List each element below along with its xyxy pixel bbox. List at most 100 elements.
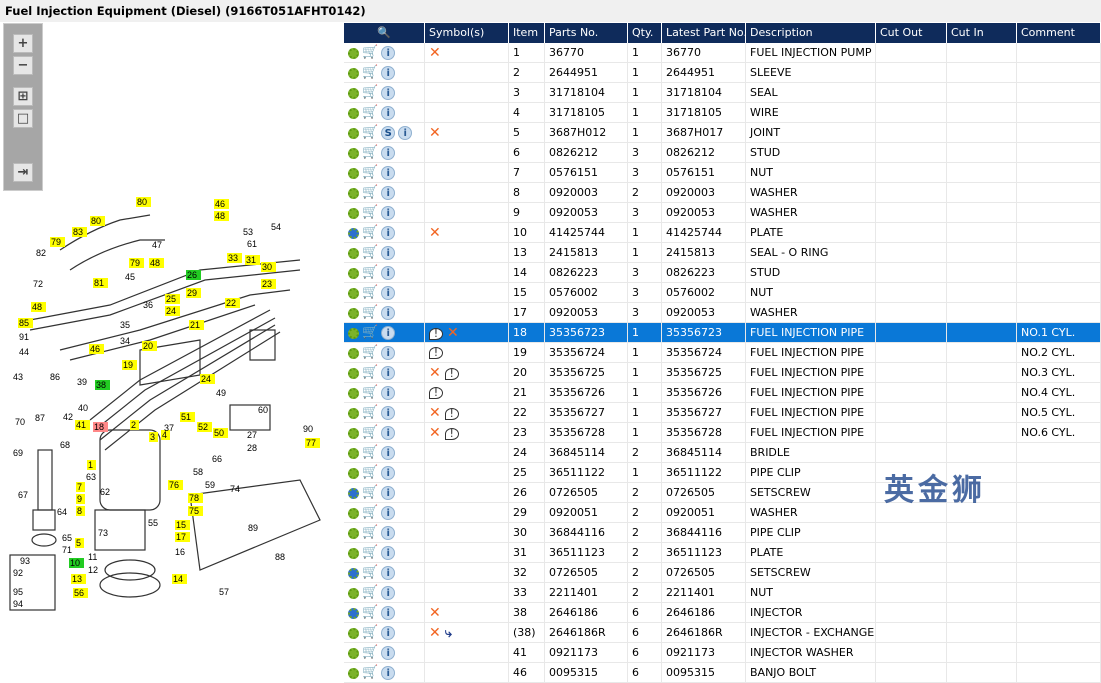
table-row[interactable]: 🛒 i 32 0726505 2 0726505 SETSCREW <box>344 563 1101 583</box>
callout-21[interactable]: 21 <box>189 320 204 330</box>
gear-icon[interactable] <box>348 287 359 299</box>
cart-icon[interactable]: 🛒 <box>362 385 379 400</box>
callout-63[interactable]: 63 <box>86 472 96 482</box>
table-row[interactable]: 🛒 i! 19 35356724 1 35356724 FUEL INJECTION… <box>344 343 1101 363</box>
gear-icon[interactable] <box>348 387 359 399</box>
callout-16[interactable]: 16 <box>175 547 185 557</box>
info-icon[interactable]: i <box>381 486 396 500</box>
table-row[interactable]: 🛒 i 31 36511123 2 36511123 PLATE <box>344 543 1101 563</box>
callout-46[interactable]: 46 <box>214 199 229 209</box>
assembly-gear-icon[interactable] <box>348 487 359 499</box>
callout-75[interactable]: 75 <box>188 506 203 516</box>
column-header-cut-in[interactable]: Cut In <box>947 23 1017 43</box>
table-row[interactable]: 🛒 i 8 0920003 2 0920003 WASHER <box>344 183 1101 203</box>
cart-icon[interactable]: 🛒 <box>362 545 379 560</box>
callout-80[interactable]: 80 <box>136 197 151 207</box>
callout-8[interactable]: 8 <box>76 506 85 516</box>
cart-icon[interactable]: 🛒 <box>362 45 379 60</box>
info-icon[interactable]: i <box>381 306 396 320</box>
note-icon[interactable]: ! <box>429 347 443 359</box>
cart-icon[interactable]: 🛒 <box>362 425 379 440</box>
info-icon[interactable]: i <box>381 206 396 220</box>
info-icon[interactable]: i <box>398 126 413 140</box>
callout-70[interactable]: 70 <box>15 417 25 427</box>
callout-48[interactable]: 48 <box>31 302 46 312</box>
callout-40[interactable]: 40 <box>78 403 88 413</box>
callout-2[interactable]: 2 <box>130 420 139 430</box>
gear-icon[interactable] <box>348 647 359 659</box>
gear-icon[interactable] <box>348 87 359 99</box>
gear-icon[interactable] <box>348 267 359 279</box>
export-button[interactable]: ⇥ <box>13 163 33 182</box>
callout-65[interactable]: 65 <box>62 533 72 543</box>
callout-33[interactable]: 33 <box>227 253 242 263</box>
gear-icon[interactable] <box>348 147 359 159</box>
callout-49[interactable]: 49 <box>216 388 226 398</box>
callout-89[interactable]: 89 <box>248 523 258 533</box>
table-row[interactable]: 🛒 i 30 36844116 2 36844116 PIPE CLIP <box>344 523 1101 543</box>
callout-80[interactable]: 80 <box>90 216 105 226</box>
info-icon[interactable]: i <box>381 606 396 620</box>
info-icon[interactable]: i <box>381 246 396 260</box>
actual-size-button[interactable]: □ <box>13 109 33 128</box>
callout-44[interactable]: 44 <box>19 347 29 357</box>
callout-57[interactable]: 57 <box>219 587 229 597</box>
assembly-gear-icon[interactable] <box>348 227 359 239</box>
callout-34[interactable]: 34 <box>120 336 130 346</box>
callout-77[interactable]: 77 <box>305 438 320 448</box>
table-row[interactable]: 🛒 i! 21 35356726 1 35356726 FUEL INJECTION… <box>344 383 1101 403</box>
callout-95[interactable]: 95 <box>13 587 23 597</box>
callout-73[interactable]: 73 <box>98 528 108 538</box>
info-icon[interactable]: i <box>381 86 396 100</box>
callout-78[interactable]: 78 <box>188 493 203 503</box>
table-row[interactable]: 🛒 i ✕ 10 41425744 1 41425744 PLATE <box>344 223 1101 243</box>
info-icon[interactable]: i <box>381 546 396 560</box>
cart-icon[interactable]: 🛒 <box>362 585 379 600</box>
info-icon[interactable]: i <box>381 426 396 440</box>
callout-42[interactable]: 42 <box>63 412 73 422</box>
table-row[interactable]: 🛒 i 41 0921173 6 0921173 INJECTOR WASHER <box>344 643 1101 663</box>
callout-92[interactable]: 92 <box>13 568 23 578</box>
note-icon[interactable]: ! <box>444 368 459 380</box>
info-icon[interactable]: i <box>381 586 396 600</box>
callout-14[interactable]: 14 <box>172 574 187 584</box>
note-icon[interactable]: ! <box>429 328 443 340</box>
gear-icon[interactable] <box>348 247 359 259</box>
callout-30[interactable]: 30 <box>261 262 276 272</box>
cart-icon[interactable]: 🛒 <box>362 185 379 200</box>
table-row[interactable]: 🛒 i 4 31718105 1 31718105 WIRE <box>344 103 1101 123</box>
callout-28[interactable]: 28 <box>247 443 257 453</box>
table-row[interactable]: 🛒 i 3 31718104 1 31718104 SEAL <box>344 83 1101 103</box>
assembly-gear-icon[interactable] <box>348 607 359 619</box>
column-header-cut-out[interactable]: Cut Out <box>876 23 947 43</box>
info-icon[interactable]: i <box>381 186 396 200</box>
callout-36[interactable]: 36 <box>143 300 153 310</box>
callout-47[interactable]: 47 <box>152 240 162 250</box>
table-row[interactable]: 🛒 i 24 36845114 2 36845114 BRIDLE <box>344 443 1101 463</box>
table-row[interactable]: 🛒 i 17 0920053 3 0920053 WASHER <box>344 303 1101 323</box>
gear-icon[interactable] <box>348 187 359 199</box>
table-row[interactable]: 🛒 i 2 2644951 1 2644951 SLEEVE <box>344 63 1101 83</box>
callout-71[interactable]: 71 <box>62 545 72 555</box>
callout-25[interactable]: 25 <box>165 294 180 304</box>
callout-66[interactable]: 66 <box>212 454 222 464</box>
table-row[interactable]: 🛒 i! ✕ 18 35356723 1 35356723 FUEL INJECTIO… <box>344 323 1101 343</box>
callout-69[interactable]: 69 <box>13 448 23 458</box>
gear-icon[interactable] <box>348 547 359 559</box>
callout-9[interactable]: 9 <box>76 494 85 504</box>
cart-icon[interactable]: 🛒 <box>362 625 379 640</box>
cart-icon[interactable]: 🛒 <box>362 325 379 340</box>
gear-icon[interactable] <box>348 427 359 439</box>
info-icon[interactable]: i <box>381 286 396 300</box>
callout-91[interactable]: 91 <box>19 332 29 342</box>
cart-icon[interactable]: 🛒 <box>362 125 379 140</box>
info-icon[interactable]: i <box>381 626 396 640</box>
callout-53[interactable]: 53 <box>243 227 253 237</box>
callout-18[interactable]: 18 <box>93 422 108 432</box>
cart-icon[interactable]: 🛒 <box>362 565 379 580</box>
table-row[interactable]: 🛒 i ✕ 1 36770 1 36770 FUEL INJECTION PUMP <box>344 43 1101 63</box>
column-header-qty[interactable]: Qty. <box>628 23 662 43</box>
table-row[interactable]: 🛒 i 9 0920053 3 0920053 WASHER <box>344 203 1101 223</box>
info-icon[interactable]: i <box>381 466 396 480</box>
